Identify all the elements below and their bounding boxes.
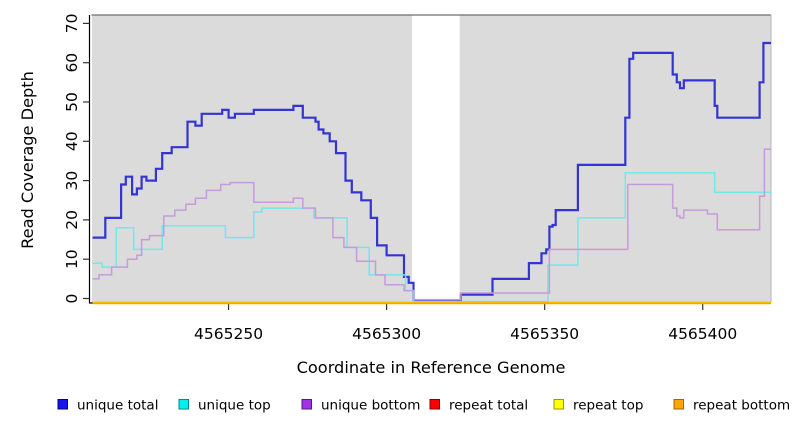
x-axis-title: Coordinate in Reference Genome xyxy=(297,358,566,377)
legend-swatch-unique-bottom xyxy=(301,399,312,410)
series-line-unique-total xyxy=(92,41,771,302)
legend-item: unique total xyxy=(57,398,158,414)
y-tick-label: 0 xyxy=(63,294,81,304)
legend-label: repeat total xyxy=(449,398,528,414)
legend-swatch-repeat-total xyxy=(429,399,440,410)
y-tick-label: 50 xyxy=(63,92,81,112)
x-tick-label: 4565350 xyxy=(510,325,579,343)
legend-label: unique top xyxy=(198,398,271,414)
legend-item: repeat total xyxy=(429,398,528,414)
y-tick-label: 30 xyxy=(63,171,81,191)
legend-label: unique total xyxy=(77,398,158,414)
plot-area: 4565250 4565300 4565350 4565400 0 10 20 30 40 50 6… xyxy=(63,14,772,343)
y-tick-label: 40 xyxy=(63,131,81,151)
x-tick-label: 4565250 xyxy=(194,325,263,343)
legend-label: repeat top xyxy=(573,398,643,414)
series-line-unique-bottom xyxy=(92,148,771,301)
legend-swatch-unique-total xyxy=(57,399,68,410)
legend-swatch-unique-top xyxy=(178,399,189,410)
legend-label: unique bottom xyxy=(321,398,420,414)
y-axis-title: Read Coverage Depth xyxy=(18,71,37,249)
legend-swatch-repeat-top xyxy=(553,399,564,410)
legend-item: unique bottom xyxy=(301,398,420,414)
y-tick-label: 20 xyxy=(63,210,81,230)
x-tick-label: 4565300 xyxy=(352,325,421,343)
no-data-gap-band xyxy=(411,15,460,303)
legend-item: repeat top xyxy=(553,398,643,414)
legend-item: repeat bottom xyxy=(673,398,790,414)
y-tick-label: 10 xyxy=(63,249,81,269)
x-tick-label: 4565400 xyxy=(668,325,737,343)
y-tick-label: 70 xyxy=(63,14,81,34)
legend-label: repeat bottom xyxy=(693,398,790,414)
legend-swatch-repeat-bottom xyxy=(673,399,684,410)
y-tick-label: 60 xyxy=(63,53,81,73)
legend-item: unique top xyxy=(178,398,271,414)
chart-legend: unique total unique top unique bottom repea… xyxy=(57,398,790,414)
